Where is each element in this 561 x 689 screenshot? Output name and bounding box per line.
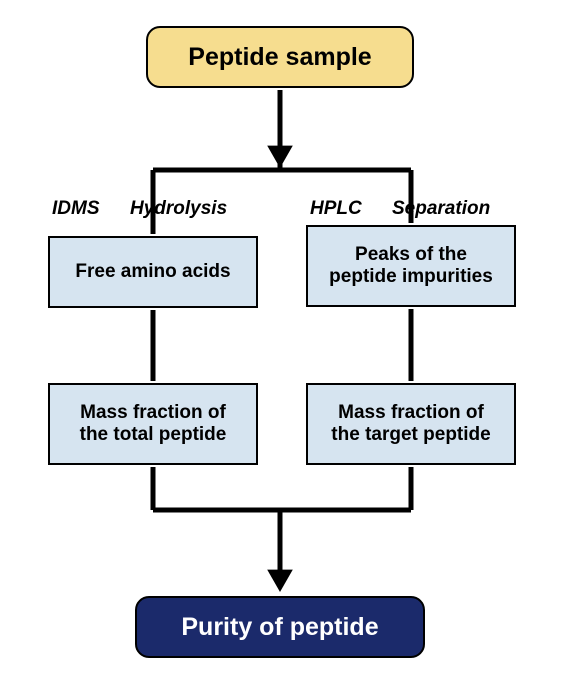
label-text: Hydrolysis xyxy=(130,198,227,219)
node-mass-fraction-total: Mass fraction ofthe total peptide xyxy=(48,383,258,465)
node-label: Peaks of thepeptide impurities xyxy=(329,244,493,288)
label-idms: IDMS xyxy=(52,198,100,220)
label-text: IDMS xyxy=(52,198,100,219)
label-text: HPLC xyxy=(310,198,362,219)
node-peptide-sample: Peptide sample xyxy=(146,26,414,88)
label-hplc: HPLC xyxy=(310,198,362,220)
node-purity-of-peptide: Purity of peptide xyxy=(135,596,425,658)
node-label: Purity of peptide xyxy=(181,613,378,642)
node-label: Peptide sample xyxy=(188,43,371,72)
node-peaks-impurities: Peaks of thepeptide impurities xyxy=(306,225,516,307)
connector-lines xyxy=(0,0,561,689)
node-free-amino-acids: Free amino acids xyxy=(48,236,258,308)
node-label: Mass fraction ofthe total peptide xyxy=(80,402,227,446)
node-label: Mass fraction ofthe target peptide xyxy=(331,402,490,446)
label-hydrolysis: Hydrolysis xyxy=(130,198,227,220)
label-text: Separation xyxy=(392,198,490,219)
node-label: Free amino acids xyxy=(75,261,230,283)
label-separation: Separation xyxy=(392,198,490,220)
node-mass-fraction-target: Mass fraction ofthe target peptide xyxy=(306,383,516,465)
